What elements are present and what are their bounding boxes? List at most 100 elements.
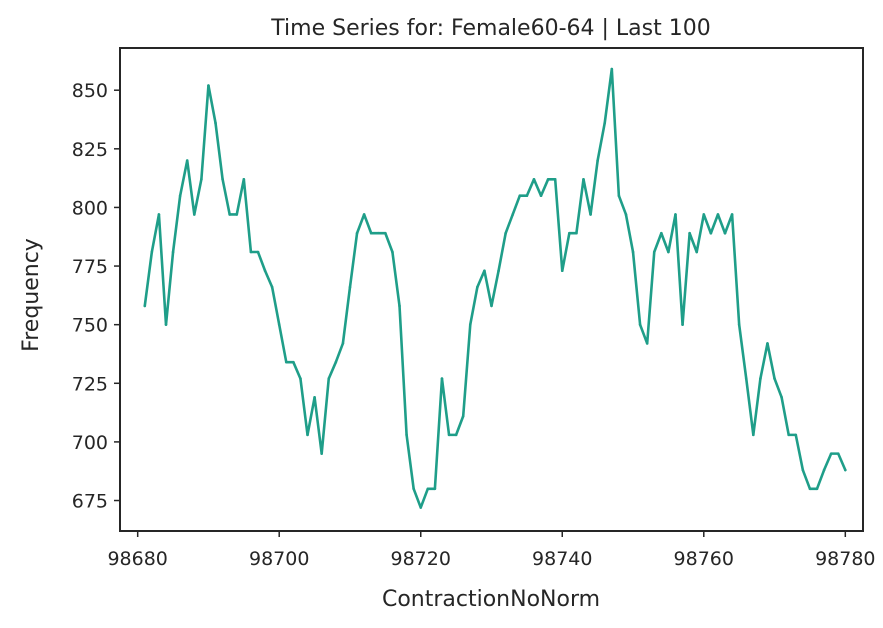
- data-point: [702, 213, 706, 216]
- series-points: [143, 67, 847, 509]
- data-point: [214, 121, 217, 125]
- data-point: [193, 213, 196, 216]
- data-point: [589, 213, 592, 216]
- chart-title: Time Series for: Female60-64 | Last 100: [270, 16, 710, 41]
- data-point: [575, 231, 578, 235]
- data-point: [292, 360, 295, 364]
- data-point: [447, 433, 451, 437]
- data-point: [405, 433, 408, 437]
- data-point: [263, 269, 267, 273]
- data-point: [660, 231, 663, 235]
- data-point: [525, 194, 529, 198]
- data-point: [695, 250, 699, 254]
- data-point: [440, 377, 444, 380]
- data-point: [667, 250, 670, 254]
- y-tick-label: 700: [72, 432, 108, 454]
- data-point: [454, 433, 458, 437]
- y-tick-label: 750: [72, 315, 108, 337]
- data-point: [631, 250, 635, 254]
- data-point: [306, 433, 309, 437]
- data-point: [299, 377, 302, 380]
- data-point: [836, 452, 840, 455]
- data-point: [419, 506, 423, 509]
- y-axis: 675 700 725 750 775 800 825 850: [72, 80, 120, 513]
- data-point: [376, 231, 380, 235]
- data-point: [737, 323, 741, 326]
- data-point: [164, 323, 168, 326]
- data-point: [808, 487, 812, 491]
- data-point: [603, 121, 607, 125]
- data-point: [476, 285, 479, 289]
- data-point: [185, 159, 189, 162]
- data-point: [582, 178, 585, 181]
- data-point: [730, 213, 734, 216]
- data-point: [560, 269, 564, 273]
- plot-area: 675 700 725 750 775 800 825 850 98680 98700 98720…: [72, 47, 876, 570]
- x-axis-label: ContractionNoNorm: [382, 587, 600, 612]
- data-point: [787, 433, 790, 437]
- data-point: [645, 342, 649, 345]
- data-point: [610, 67, 614, 71]
- data-point: [270, 285, 274, 289]
- x-tick-label: 98700: [249, 548, 309, 570]
- data-point: [829, 452, 833, 455]
- data-point: [497, 269, 500, 273]
- data-point: [221, 178, 224, 181]
- x-tick-label: 98680: [107, 548, 167, 570]
- data-point: [256, 250, 260, 254]
- data-point: [794, 433, 798, 437]
- data-point: [362, 213, 366, 216]
- data-point: [744, 377, 748, 380]
- data-point: [822, 468, 826, 472]
- data-point: [150, 250, 154, 254]
- data-point: [596, 159, 599, 162]
- series-line: [143, 67, 847, 509]
- data-point: [568, 231, 571, 235]
- data-point: [652, 250, 656, 254]
- data-point: [412, 487, 415, 491]
- data-point: [773, 377, 776, 380]
- data-point: [384, 231, 387, 235]
- y-tick-label: 725: [72, 373, 108, 395]
- y-tick-label: 825: [72, 139, 108, 161]
- data-point: [207, 84, 210, 87]
- y-axis-label: Frequency: [19, 238, 44, 352]
- data-point: [844, 468, 847, 472]
- data-point: [157, 213, 161, 216]
- data-point: [716, 213, 720, 216]
- y-tick-label: 675: [72, 491, 108, 513]
- data-point: [200, 178, 203, 181]
- plot-frame: [119, 47, 864, 532]
- data-point: [511, 213, 515, 216]
- data-point: [624, 213, 628, 216]
- data-point: [426, 487, 430, 491]
- y-tick-label: 800: [72, 197, 108, 219]
- data-point: [143, 304, 147, 308]
- data-point: [171, 250, 175, 254]
- data-point: [228, 213, 231, 216]
- data-point: [539, 194, 543, 198]
- x-tick-label: 98740: [532, 548, 592, 570]
- y-tick-label: 850: [72, 80, 108, 102]
- data-point: [468, 323, 472, 326]
- data-point: [532, 178, 536, 181]
- data-point: [348, 285, 352, 289]
- data-point: [681, 323, 684, 326]
- data-point: [490, 304, 493, 308]
- data-point: [313, 396, 316, 399]
- data-point: [759, 377, 762, 380]
- x-axis: 98680 98700 98720 98740 98760 98780: [107, 531, 876, 570]
- data-point: [249, 250, 253, 254]
- data-point: [235, 213, 239, 216]
- x-tick-label: 98780: [815, 548, 875, 570]
- data-point: [766, 342, 769, 345]
- data-point: [638, 323, 642, 326]
- data-point: [284, 360, 288, 364]
- data-point: [815, 487, 819, 491]
- data-point: [504, 231, 507, 235]
- data-point: [752, 433, 755, 437]
- data-point: [723, 231, 727, 235]
- data-point: [709, 231, 713, 235]
- data-point: [674, 213, 677, 216]
